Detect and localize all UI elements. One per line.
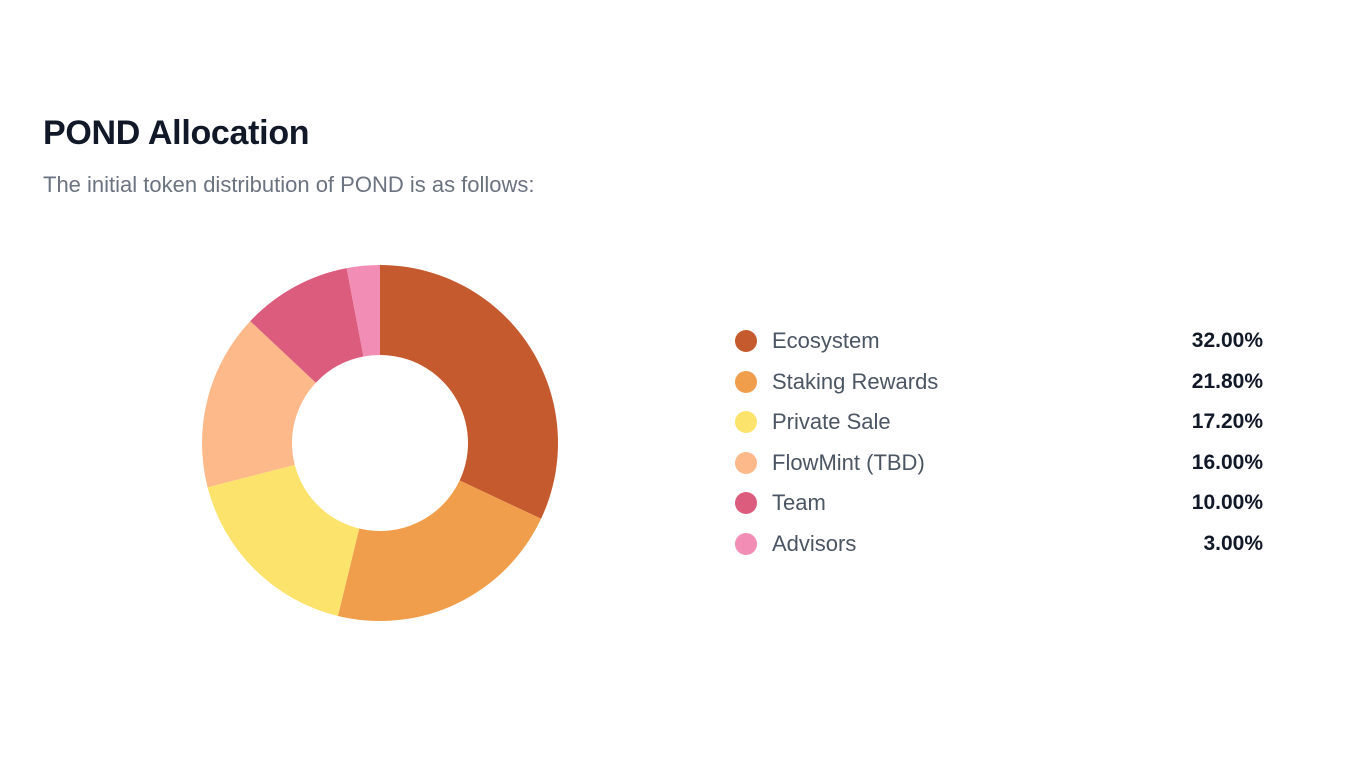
donut-chart-svg [202, 265, 558, 621]
legend-label: Staking Rewards [772, 368, 939, 394]
legend-label: Ecosystem [772, 328, 880, 354]
legend-label: FlowMint (TBD) [772, 449, 925, 475]
legend-item-flowmint-tbd: FlowMint (TBD) 16.00% [735, 443, 1265, 484]
legend-swatch [735, 370, 757, 393]
legend-value: 21.80% [1191, 369, 1263, 393]
legend-label: Advisors [772, 530, 857, 556]
legend-label: Private Sale [772, 409, 891, 435]
legend-item-advisors: Advisors 3.00% [735, 524, 1265, 565]
donut-slice-ecosystem[interactable] [380, 265, 558, 519]
legend-item-staking-rewards: Staking Rewards 21.80% [735, 362, 1265, 403]
donut-slice-private-sale[interactable] [207, 464, 360, 616]
legend-swatch [735, 330, 757, 353]
donut-slice-flowmint-tbd[interactable] [202, 321, 316, 488]
legend-swatch [735, 492, 757, 515]
legend-item-private-sale: Private Sale 17.20% [735, 402, 1265, 443]
legend-value: 16.00% [1191, 450, 1263, 474]
donut-slice-staking-rewards[interactable] [337, 480, 542, 621]
legend-swatch [735, 532, 757, 555]
legend-item-team: Team 10.00% [735, 483, 1265, 524]
legend-value: 32.00% [1191, 329, 1263, 353]
legend-value: 17.20% [1191, 410, 1263, 434]
donut-chart [198, 262, 562, 624]
legend-label: Team [772, 490, 826, 516]
donut-slice-advisors[interactable] [346, 265, 380, 357]
donut-slice-team[interactable] [250, 268, 364, 383]
legend-swatch [735, 411, 757, 434]
legend-item-ecosystem: Ecosystem 32.00% [735, 321, 1265, 362]
chart-legend: Ecosystem 32.00% Staking Rewards 21.80% Priv… [735, 321, 1265, 564]
page-title: POND Allocation [43, 114, 310, 152]
legend-value: 10.00% [1191, 491, 1263, 515]
legend-value: 3.00% [1203, 531, 1263, 555]
legend-swatch [735, 451, 757, 474]
page-subtitle: The initial token distribution of POND i… [43, 172, 535, 197]
